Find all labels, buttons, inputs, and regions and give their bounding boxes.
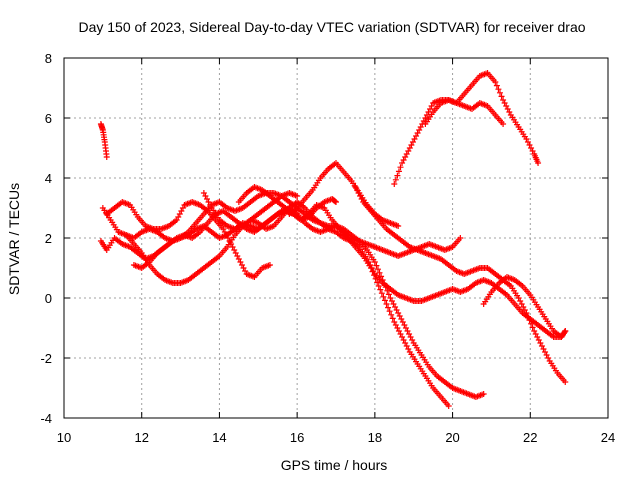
grid-lines (64, 58, 608, 418)
data-point (377, 286, 384, 293)
data-point (388, 311, 395, 318)
data-point (523, 310, 530, 316)
x-tick-label: 22 (523, 430, 537, 445)
x-tick-label: 24 (601, 430, 615, 445)
data-point (381, 280, 388, 287)
data-point (376, 269, 383, 276)
y-tick-label: 2 (45, 231, 52, 246)
data-point (371, 259, 378, 265)
x-axis-label: GPS time / hours (281, 457, 388, 473)
data-point (480, 391, 487, 397)
x-tick-label: 18 (368, 430, 382, 445)
data-point (385, 304, 392, 311)
data-point (386, 308, 393, 315)
data-point (492, 79, 499, 85)
data-point (392, 176, 399, 183)
data-point (294, 193, 301, 199)
data-point (562, 328, 569, 334)
data-point (561, 329, 568, 336)
data-point (384, 287, 391, 294)
data-point (374, 279, 381, 286)
data-point (385, 291, 392, 298)
data-point (528, 320, 535, 327)
data-point (394, 172, 401, 179)
x-tick-label: 14 (212, 430, 226, 445)
data-point (367, 265, 374, 271)
data-point (373, 262, 380, 269)
data-point (389, 315, 396, 322)
data-point (378, 273, 385, 280)
data-point (391, 181, 398, 187)
y-tick-label: 4 (45, 171, 52, 186)
chart-title: Day 150 of 2023, Sidereal Day-to-day VTE… (78, 19, 585, 35)
data-point (395, 168, 402, 175)
y-tick-label: 0 (45, 291, 52, 306)
data-point (380, 293, 387, 300)
y-axis-label: SDTVAR / TECUs (6, 183, 22, 295)
data-point (379, 277, 386, 283)
data-point (103, 154, 110, 160)
data-point (445, 403, 452, 409)
x-tick-label: 16 (290, 430, 304, 445)
data-point (381, 297, 388, 304)
data-point (374, 266, 381, 273)
y-tick-label: 8 (45, 51, 52, 66)
y-tick-label: 6 (45, 111, 52, 126)
data-point (397, 164, 404, 171)
x-tick-label: 20 (445, 430, 459, 445)
y-tick-label: -2 (40, 351, 52, 366)
data-point (371, 272, 378, 279)
data-point (383, 301, 390, 307)
data-point (535, 160, 542, 166)
x-tick-label: 10 (57, 430, 71, 445)
data-point (526, 317, 533, 324)
data-point (378, 290, 385, 297)
series-trace-12 (422, 97, 507, 127)
data-point (457, 235, 464, 241)
data-point (372, 275, 379, 282)
y-tick-label: -4 (40, 411, 52, 426)
data-point (333, 199, 339, 205)
x-tick-label: 12 (134, 430, 148, 445)
data-point (529, 324, 536, 331)
data-point (496, 89, 503, 96)
data-series (97, 70, 569, 409)
data-point (524, 313, 531, 320)
data-point (395, 223, 402, 229)
data-point (495, 86, 502, 93)
series-trace-10 (352, 184, 569, 385)
series-trace-1 (97, 121, 110, 160)
data-point (382, 284, 389, 291)
data-point (500, 121, 507, 127)
data-point (369, 268, 376, 275)
data-point (266, 262, 273, 268)
data-point (498, 93, 505, 100)
data-point (562, 379, 569, 385)
series-trace-13 (480, 274, 569, 340)
data-point (493, 82, 500, 89)
data-point (375, 283, 382, 289)
